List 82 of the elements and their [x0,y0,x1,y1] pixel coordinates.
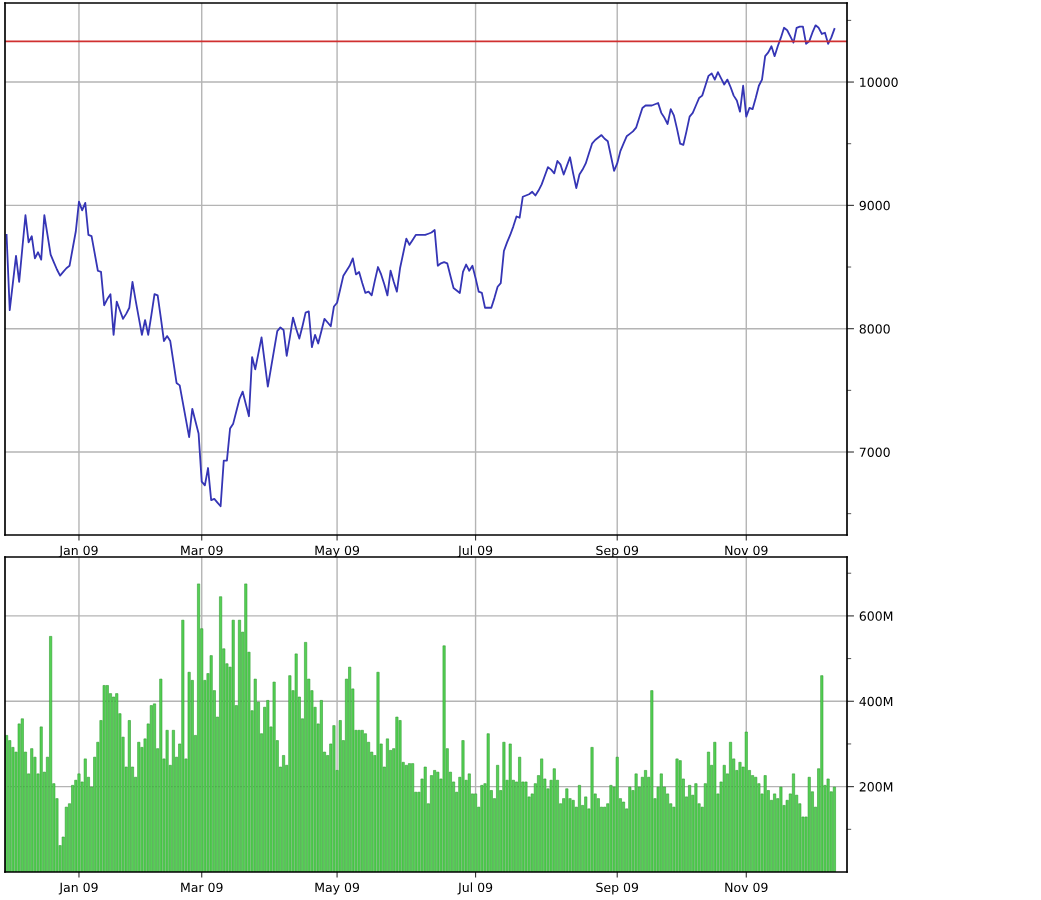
bar [304,642,308,872]
bar [615,756,619,872]
bar [77,773,81,872]
bar [332,725,336,872]
bar [153,703,156,872]
bar [763,775,767,872]
bar [411,763,415,872]
bar [779,786,783,872]
y-tick-label: 10000 [860,77,898,87]
bar [294,653,298,872]
x-tick-label: Nov 09 [725,545,768,556]
bar [238,619,241,872]
line-series [5,24,836,508]
bar [713,741,717,872]
bar [197,583,201,872]
bar [49,636,53,872]
x-tick-label: Jan 09 [58,882,98,895]
bar [159,678,163,872]
x-tick-label: Mar 09 [181,545,223,556]
bar [165,730,169,872]
bar [436,771,440,872]
bar [39,726,43,872]
bar [675,758,679,872]
bar [64,806,68,872]
bar [609,785,613,872]
bar [442,645,446,872]
bar [571,800,575,872]
bar [524,781,528,872]
bar [102,685,106,872]
bar [461,740,465,872]
x-tick-label: Sep 09 [596,882,639,895]
bar [137,741,141,872]
bar [707,751,710,872]
bar [395,716,399,872]
bar [480,785,484,872]
bar [319,700,323,872]
bar [187,671,191,872]
bar [486,733,490,872]
bar [376,671,380,872]
y-tick-label: 600M [859,611,893,621]
y-tick-label: 400M [859,696,893,707]
y-tick-label: 200M [859,782,893,792]
bar [219,596,223,872]
bar [650,690,654,872]
x-tick-label: Jul 09 [457,545,493,558]
bar [826,778,830,872]
bar [231,619,235,872]
bar [565,788,569,872]
bar [634,773,638,872]
bar [272,681,276,872]
bar [357,730,361,872]
x-tick-label: Jul 09 [457,882,493,895]
bar [820,675,824,872]
bar [807,776,811,872]
bar [288,675,292,872]
bar [832,786,836,872]
bar [738,762,742,872]
bar [496,765,500,872]
y-tick-label: 7000 [859,447,890,457]
x-tick-label: Sep 09 [596,545,639,558]
bar [338,720,342,872]
bar [423,766,427,872]
bar [678,760,682,872]
x-tick-label: May 09 [315,545,360,558]
x-tick-label: Jan 09 [58,545,98,558]
bar [694,783,698,872]
bar [244,583,248,872]
bar [508,743,512,872]
bar [590,747,594,872]
bar [209,655,213,872]
bar [744,731,748,872]
bar [266,700,270,872]
bar [628,786,632,872]
bar [127,720,131,872]
bar [181,619,185,872]
x-tick-label: Mar 09 [181,882,223,893]
x-tick-label: May 09 [315,882,360,895]
y-tick-label: 9000 [859,200,890,211]
x-tick-label: Nov 09 [725,882,768,893]
y-tick-label: 8000 [859,324,890,334]
bar [502,741,506,872]
bar [398,720,402,872]
